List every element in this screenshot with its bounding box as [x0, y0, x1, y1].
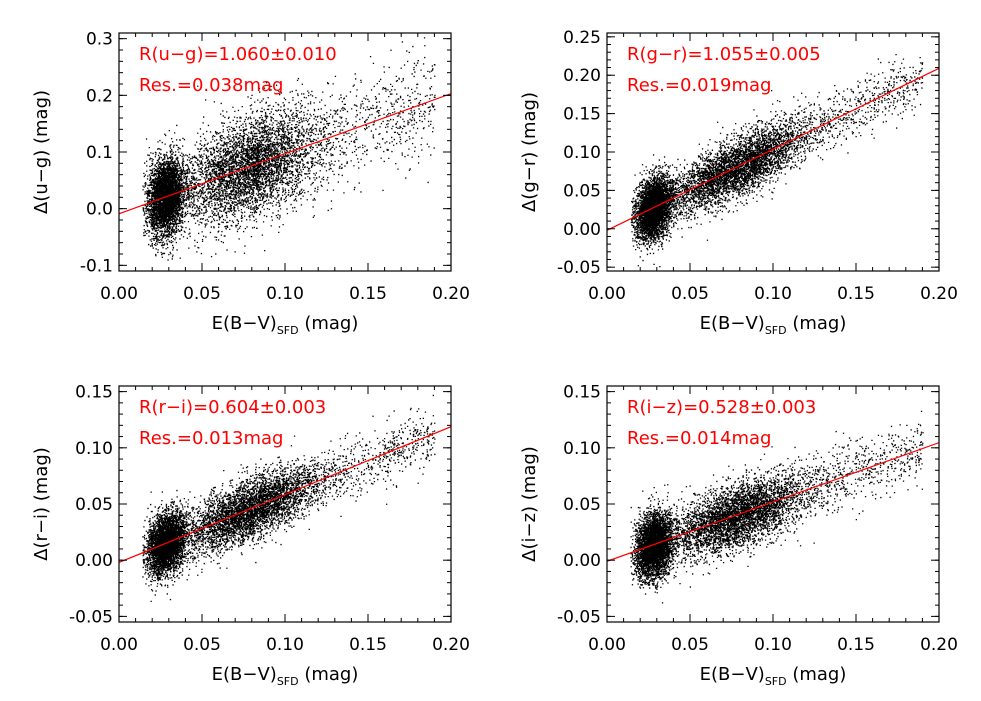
x-tick-label: 0.20	[920, 284, 958, 304]
plot-frame-gr	[606, 32, 940, 272]
residual-annotation: Res.=0.038mag	[139, 75, 283, 96]
panel-gr: 0.00 0.05 0.10 0.15 0.20 -0.05 0.00 0.05 0.10 0.1…	[519, 28, 958, 337]
y-tick-label: 0.15	[75, 383, 113, 403]
residual-annotation: Res.=0.013mag	[139, 428, 283, 449]
y-tick-label: 0.15	[563, 105, 601, 125]
fit-annotation: R(u−g)=1.060±0.010	[139, 44, 337, 65]
y-tick-label: 0.10	[563, 439, 601, 459]
x-tick-label: 0.00	[588, 284, 626, 304]
y-axis-title: Δ(i−z) (mag)	[519, 446, 540, 562]
x-tick-label: 0.15	[837, 284, 875, 304]
y-tick-label: 0.10	[75, 439, 113, 459]
x-tick-label: 0.10	[754, 284, 792, 304]
x-tick-label: 0.20	[432, 635, 470, 655]
x-tick-label: 0.05	[183, 635, 221, 655]
x-tick-label: 0.10	[266, 284, 304, 304]
y-tick-label: 0.00	[563, 220, 601, 240]
y-axis-title: Δ(r−i) (mag)	[31, 447, 52, 561]
panel-ri: 0.00 0.05 0.10 0.15 0.20 -0.05 0.00 0.05 0.10 0.1…	[31, 383, 470, 688]
y-tick-label: 0.05	[75, 495, 113, 515]
y-tick-label: -0.05	[557, 258, 601, 278]
x-tick-label: 0.20	[920, 635, 958, 655]
scatter-points-iz	[630, 410, 924, 604]
y-tick-label: 0.25	[563, 28, 601, 48]
y-tick-label: 0.10	[563, 143, 601, 163]
x-axis-title: E(B−V)SFD (mag)	[212, 313, 359, 337]
y-axis-title: Δ(u−g) (mag)	[31, 90, 52, 214]
x-tick-label: 0.10	[754, 635, 792, 655]
y-tick-label: 0.1	[86, 143, 113, 163]
y-tick-label: 0.05	[563, 181, 601, 201]
y-tick-label: 0.05	[563, 495, 601, 515]
fit-annotation: R(g−r)=1.055±0.005	[627, 44, 821, 65]
x-tick-label: 0.20	[432, 284, 470, 304]
fit-annotation: R(r−i)=0.604±0.003	[139, 397, 326, 418]
y-tick-label: 0.0	[86, 200, 113, 220]
fit-annotation: R(i−z)=0.528±0.003	[627, 397, 816, 418]
x-tick-label: 0.15	[349, 635, 387, 655]
residual-annotation: Res.=0.019mag	[627, 75, 771, 96]
fit-line-gr	[607, 67, 939, 231]
y-tick-label: 0.15	[563, 383, 601, 403]
x-tick-label: 0.15	[349, 284, 387, 304]
y-tick-label: 0.20	[563, 66, 601, 86]
fit-line-ri	[119, 426, 451, 563]
x-axis-title: E(B−V)SFD (mag)	[700, 313, 847, 337]
x-tick-label: 0.15	[837, 635, 875, 655]
x-tick-label: 0.05	[671, 284, 709, 304]
x-tick-label: 0.00	[100, 635, 138, 655]
x-axis-title: E(B−V)SFD (mag)	[212, 664, 359, 688]
y-tick-label: 0.00	[75, 551, 113, 571]
fit-line-ug	[119, 93, 451, 215]
fit-line-iz	[607, 442, 939, 562]
y-tick-label: 0.2	[86, 86, 113, 106]
y-axis-title: Δ(g−r) (mag)	[519, 92, 540, 212]
scatter-points-ug	[142, 37, 436, 261]
x-tick-label: 0.05	[671, 635, 709, 655]
panel-ug: 0.00 0.05 0.10 0.15 0.20 -0.1 0.0 0.1 0.2 0.3 E(B−…	[31, 30, 470, 337]
y-tick-label: 0.3	[86, 30, 113, 50]
y-tick-label: -0.05	[69, 607, 113, 627]
x-tick-label: 0.00	[588, 635, 626, 655]
x-tick-label: 0.00	[100, 284, 138, 304]
x-tick-label: 0.05	[183, 284, 221, 304]
panel-iz: 0.00 0.05 0.10 0.15 0.20 -0.05 0.00 0.05 0.10 0.1…	[519, 383, 958, 688]
y-tick-label: 0.00	[563, 551, 601, 571]
scatter-points-ri	[142, 394, 436, 602]
y-tick-label: -0.05	[557, 607, 601, 627]
x-tick-label: 0.10	[266, 635, 304, 655]
y-tick-label: -0.1	[80, 256, 113, 276]
residual-annotation: Res.=0.014mag	[627, 428, 771, 449]
x-axis-title: E(B−V)SFD (mag)	[700, 664, 847, 688]
